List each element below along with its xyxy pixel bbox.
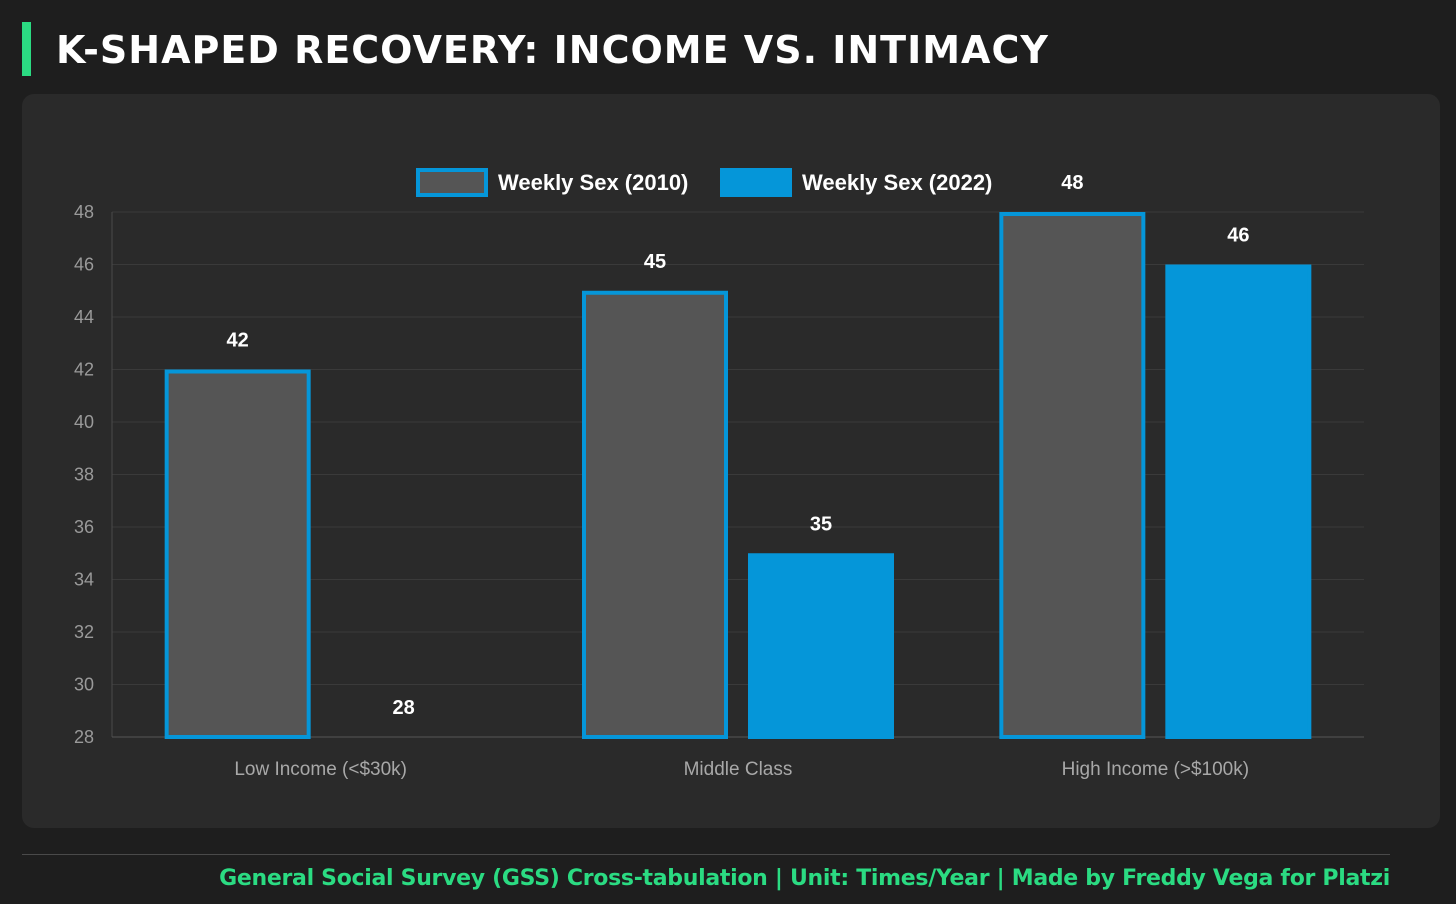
legend: Weekly Sex (2010) Weekly Sex (2022) [416, 168, 992, 197]
y-tick-label: 28 [74, 727, 94, 747]
bar-2010 [164, 369, 311, 739]
axes: 28 30 32 34 36 38 40 42 44 46 48 Low Income (<$30k)… [74, 202, 1364, 780]
bar-2010 [582, 290, 728, 739]
legend-label: Weekly Sex (2010) [498, 170, 688, 195]
legend-swatch-2010 [416, 168, 488, 197]
y-tick-label: 32 [74, 622, 94, 642]
y-tick-label: 40 [74, 412, 94, 432]
y-tick-label: 30 [74, 675, 94, 695]
legend-swatch-2022 [720, 168, 792, 197]
y-tick-label: 36 [74, 517, 94, 537]
y-tick-label: 48 [74, 202, 94, 222]
legend-label: Weekly Sex (2022) [802, 170, 992, 195]
data-label: 35 [810, 513, 832, 535]
data-label: 45 [644, 251, 666, 273]
page-title: K-SHAPED RECOVERY: INCOME VS. INTIMACY [56, 28, 1049, 72]
y-tick-label: 42 [74, 360, 94, 380]
data-label: 46 [1227, 225, 1249, 247]
chart-card: 28 30 32 34 36 38 40 42 44 46 48 Low Income (<$30k)… [22, 94, 1440, 828]
x-category-label: Low Income (<$30k) [234, 759, 407, 780]
y-tick-label: 38 [74, 465, 94, 485]
y-tick-label: 44 [74, 307, 94, 327]
x-category-label: Middle Class [684, 759, 793, 780]
bars [164, 212, 1312, 739]
data-labels: 42 28 45 35 48 46 [227, 172, 1250, 719]
bar-2022 [1165, 264, 1312, 739]
x-category-label: High Income (>$100k) [1062, 759, 1249, 780]
bar-2010 [999, 212, 1146, 739]
y-tick-label: 34 [74, 570, 94, 590]
data-label: 42 [227, 330, 249, 352]
bar-chart: 28 30 32 34 36 38 40 42 44 46 48 Low Income (<$30k)… [74, 168, 1364, 780]
grid-lines [112, 211, 1364, 738]
y-tick-label: 46 [74, 255, 94, 275]
data-label: 28 [393, 697, 415, 719]
data-label: 48 [1061, 172, 1083, 194]
footer-divider [22, 854, 1390, 855]
footer-source: General Social Survey (GSS) Cross-tabula… [219, 866, 1390, 891]
title-accent-bar [22, 22, 31, 76]
bar-2022 [748, 553, 894, 739]
